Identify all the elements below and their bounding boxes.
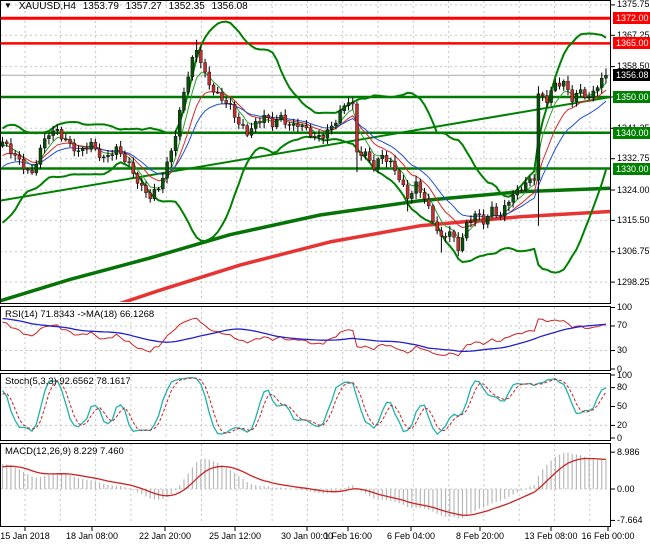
price-tick: 1306.75: [617, 246, 650, 257]
quote-open: 1353.79: [82, 1, 119, 12]
price-level-label: 1340.00: [613, 126, 650, 139]
time-label: 18 Jan 08:00: [65, 531, 119, 541]
symbol-dropdown-icon: ▼: [4, 1, 12, 10]
time-axis: [0, 528, 650, 550]
price-tick: 1358.50: [617, 61, 650, 72]
time-label: 22 Jan 20:00: [138, 531, 192, 541]
quote-high: 1357.27: [125, 1, 162, 12]
stoch-tick: 20: [617, 419, 628, 430]
macd-tick: -7.664: [617, 514, 643, 525]
macd-tick: 0.00: [617, 483, 635, 494]
price-level-label: 1365.00: [613, 37, 650, 50]
macd-indicator-label: MACD(12,26,9) 8.229 7.460: [5, 446, 124, 457]
rsi-indicator-label: RSI(14) 71.8343 ->MA(18) 66.1268: [5, 309, 155, 320]
price-level-label: 1372.00: [613, 12, 650, 25]
price-tick: 1332.75: [617, 153, 650, 164]
time-label: 6 Feb 04:00: [386, 531, 436, 541]
price-tick: 1375.75: [617, 0, 650, 10]
price-level-label: 1356.08: [613, 69, 650, 82]
price-level-label: 1350.00: [613, 91, 650, 103]
quote-header: ▼ XAUUSD,H4 1353.79 1357.27 1352.35 1356…: [4, 1, 252, 12]
time-label: 8 Feb 20:00: [455, 531, 505, 541]
rsi-tick: 100: [617, 302, 633, 312]
time-label: 16 Feb 00:00: [581, 531, 635, 541]
price-tick: 1367.25: [617, 29, 650, 40]
stoch-tick: 80: [617, 382, 628, 393]
time-label: 1 Feb 16:00: [323, 531, 373, 541]
quote-close: 1356.08: [211, 1, 248, 12]
price-tick: 1298.25: [617, 276, 650, 287]
price-axis-column: [611, 0, 650, 550]
symbol-period: XAUUSD,H4: [18, 1, 76, 12]
stoch-tick: 0: [617, 432, 623, 443]
macd-tick: 8.986: [617, 446, 640, 457]
time-label: 25 Jan 12:00: [208, 531, 262, 541]
stoch-indicator-label: Stoch(5,3,3) 92.6562 78.1617: [5, 376, 131, 387]
stoch-tick: 50: [617, 401, 628, 411]
time-label: 15 Jan 2018: [0, 531, 50, 541]
time-label: 13 Feb 08:00: [524, 531, 578, 541]
stoch-tick: 100: [617, 369, 633, 380]
rsi-tick: 0: [617, 363, 623, 374]
time-label: 30 Jan 00:00: [280, 531, 334, 541]
rsi-tick: 30: [617, 345, 628, 356]
price-pane: [0, 0, 611, 304]
rsi-tick: 70: [617, 320, 628, 331]
price-level-label: 1330.00: [613, 162, 650, 175]
price-tick: 1324.00: [617, 184, 650, 195]
quote-low: 1352.35: [168, 1, 205, 12]
price-tick: 1315.50: [617, 214, 650, 225]
